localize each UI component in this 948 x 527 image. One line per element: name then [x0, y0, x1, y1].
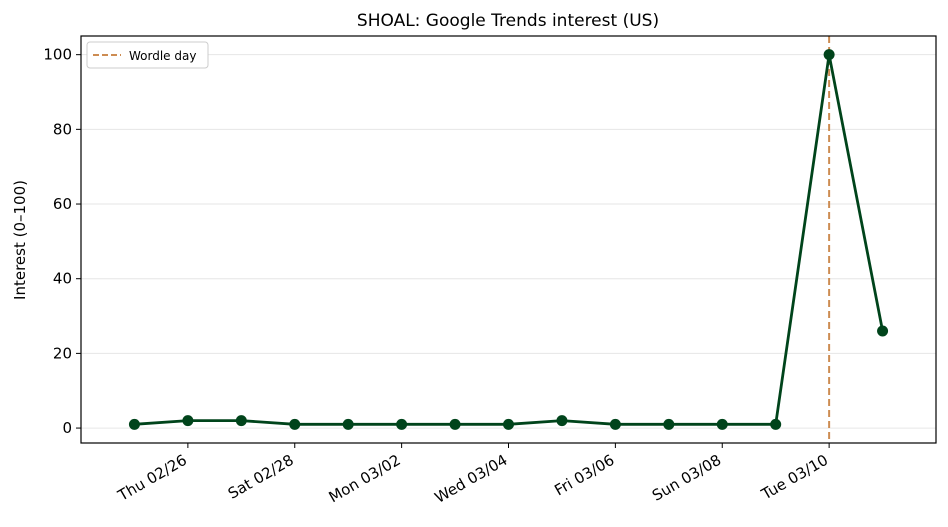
y-tick-label-60: 60	[53, 195, 72, 213]
plot-frame	[80, 35, 937, 444]
y-tick-label-20: 20	[53, 344, 72, 362]
data-point-9	[609, 418, 621, 430]
y-tick-label-0: 0	[62, 419, 72, 437]
data-point-8	[556, 415, 568, 427]
x-tick-label-1: Sat 02/28	[225, 451, 297, 503]
data-point-4	[342, 418, 354, 430]
series-group	[128, 49, 889, 430]
x-tick-label-4: Fri 03/06	[551, 451, 617, 500]
data-point-7	[503, 418, 514, 430]
legend-label-wordle-day: Wordle day	[129, 49, 196, 63]
data-point-6	[449, 418, 461, 430]
data-point-2	[235, 415, 247, 427]
data-point-0	[128, 418, 140, 430]
x-tick-label-6: Tue 03/10	[757, 451, 831, 504]
x-tick-label-2: Mon 03/02	[326, 451, 404, 506]
legend: Wordle day	[86, 41, 209, 69]
data-point-14	[877, 325, 889, 337]
y-tick-label-80: 80	[53, 120, 72, 138]
data-point-5	[396, 418, 408, 430]
x-axis-ticks: Thu 02/26 Sat 02/28 Mon 03/02 Wed 03/04 Fri …	[114, 443, 831, 507]
y-axis-ticks: 0 20 40 60 80 100	[43, 46, 81, 437]
series-line-0	[134, 53, 884, 426]
gridlines	[81, 54, 936, 429]
legend-box	[86, 41, 209, 69]
data-point-10	[663, 418, 675, 430]
y-axis-label: Interest (0–100)	[11, 180, 29, 300]
data-point-1	[182, 415, 194, 427]
y-tick-label-100: 100	[43, 46, 72, 64]
data-point-3	[289, 418, 301, 430]
data-point-13	[823, 49, 835, 61]
x-tick-label-0: Thu 02/26	[114, 451, 190, 505]
data-point-12	[770, 418, 782, 430]
data-point-11	[716, 418, 728, 430]
x-tick-label-5: Sun 03/08	[649, 451, 724, 505]
chart-title: SHOAL: Google Trends interest (US)	[357, 11, 659, 31]
y-tick-label-40: 40	[53, 270, 72, 288]
x-tick-label-3: Wed 03/04	[432, 451, 511, 507]
